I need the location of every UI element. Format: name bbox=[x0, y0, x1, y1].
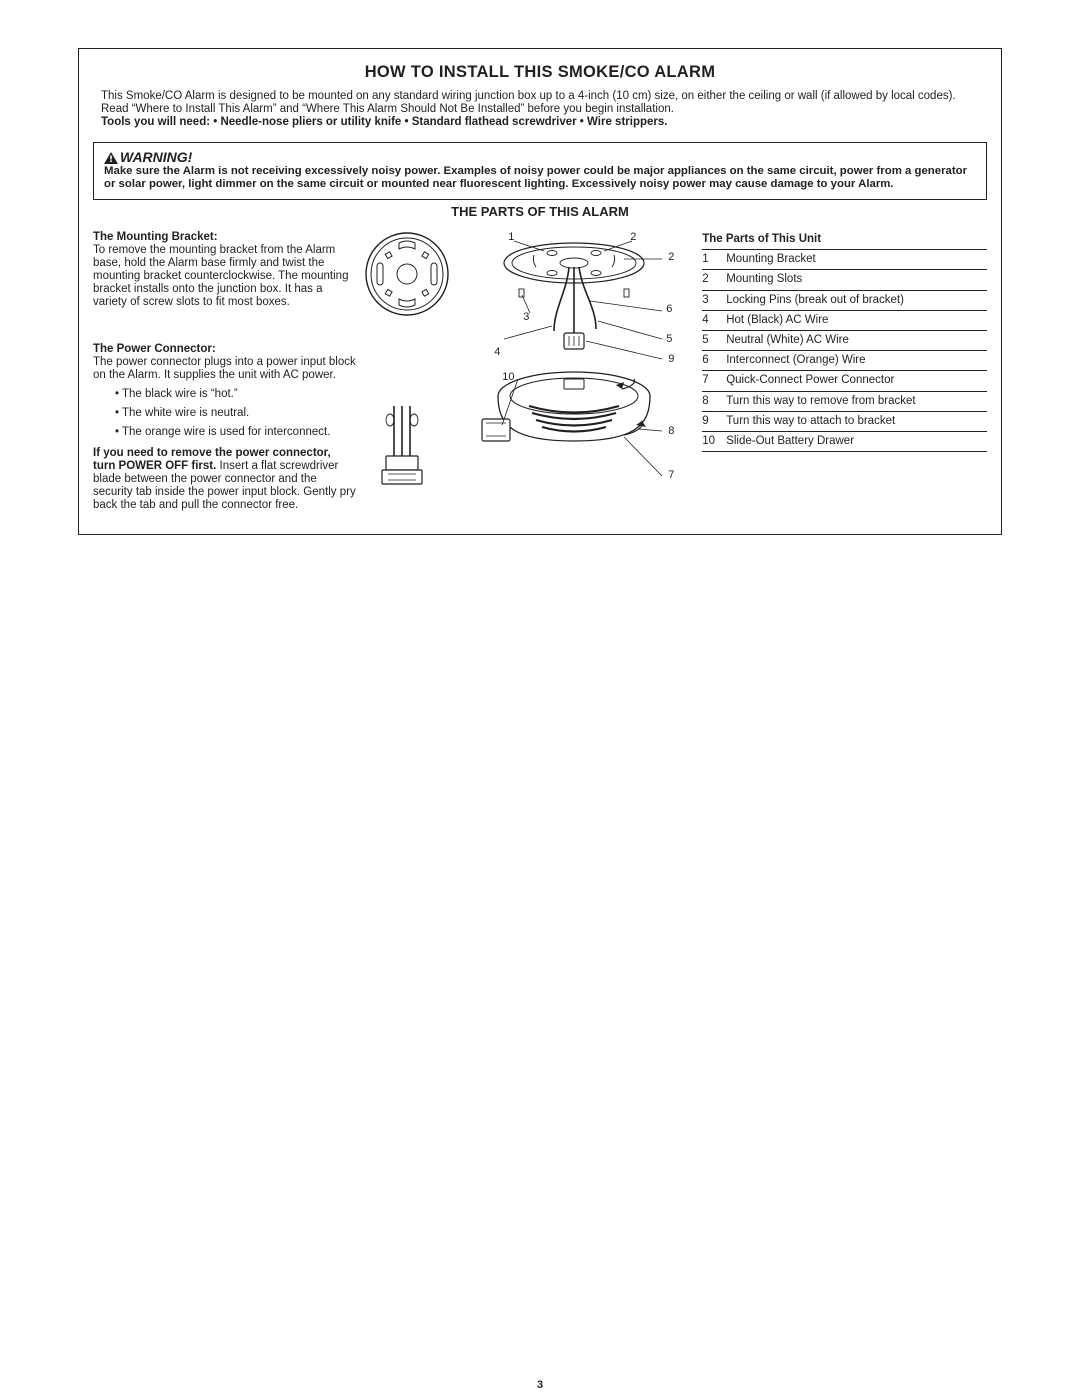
table-row: 10Slide-Out Battery Drawer bbox=[702, 432, 987, 452]
diagram-container: 1 2 2 3 4 5 6 9 8 7 10 bbox=[364, 231, 694, 491]
callout-2: 2 bbox=[630, 231, 636, 243]
row-label: Locking Pins (break out of bracket) bbox=[726, 294, 987, 307]
warning-head-text: WARNING! bbox=[120, 149, 192, 165]
row-label: Turn this way to attach to bracket bbox=[726, 415, 987, 428]
mounting-bracket-diagram bbox=[364, 231, 450, 317]
warning-heading: WARNING! bbox=[104, 149, 976, 165]
wire-item: The white wire is neutral. bbox=[115, 407, 356, 420]
row-num: 10 bbox=[702, 435, 726, 448]
callout-8: 8 bbox=[668, 425, 674, 437]
power-heading: The Power Connector: bbox=[93, 343, 216, 355]
callout-3: 3 bbox=[523, 311, 529, 323]
callout-10: 10 bbox=[502, 371, 514, 383]
callout-1: 1 bbox=[508, 231, 514, 243]
wire-item: The black wire is “hot.” bbox=[115, 388, 356, 401]
mount-para: To remove the mounting bracket from the … bbox=[93, 244, 348, 308]
row-num: 2 bbox=[702, 273, 726, 286]
callout-6: 6 bbox=[666, 303, 672, 315]
row-num: 7 bbox=[702, 374, 726, 387]
alarm-exploded-diagram bbox=[474, 231, 694, 489]
row-num: 8 bbox=[702, 395, 726, 408]
table-row: 6Interconnect (Orange) Wire bbox=[702, 351, 987, 371]
row-label: Hot (Black) AC Wire bbox=[726, 314, 987, 327]
wire-item: The orange wire is used for interconnect… bbox=[115, 426, 356, 439]
table-row: 9Turn this way to attach to bracket bbox=[702, 412, 987, 432]
row-label: Turn this way to remove from bracket bbox=[726, 395, 987, 408]
row-num: 1 bbox=[702, 253, 726, 266]
three-column-layout: The Mounting Bracket: To remove the moun… bbox=[79, 225, 1001, 534]
row-label: Mounting Bracket bbox=[726, 253, 987, 266]
callout-5: 5 bbox=[666, 333, 672, 345]
row-num: 3 bbox=[702, 294, 726, 307]
callout-9: 9 bbox=[668, 353, 674, 365]
parts-table: The Parts of This Unit 1Mounting Bracket… bbox=[702, 231, 987, 518]
row-num: 9 bbox=[702, 415, 726, 428]
table-heading: The Parts of This Unit bbox=[702, 233, 987, 250]
warning-box: WARNING! Make sure the Alarm is not rece… bbox=[93, 142, 987, 200]
row-label: Mounting Slots bbox=[726, 273, 987, 286]
table-row: 7Quick-Connect Power Connector bbox=[702, 371, 987, 391]
power-para: The power connector plugs into a power i… bbox=[93, 356, 356, 381]
warning-triangle-icon bbox=[104, 152, 118, 164]
callout-4: 4 bbox=[494, 346, 500, 358]
main-title: HOW TO INSTALL THIS SMOKE/CO ALARM bbox=[79, 49, 1001, 90]
warning-body: Make sure the Alarm is not receiving exc… bbox=[104, 165, 976, 191]
row-num: 5 bbox=[702, 334, 726, 347]
connector-diagram bbox=[374, 406, 446, 486]
table-row: 4Hot (Black) AC Wire bbox=[702, 311, 987, 331]
row-num: 4 bbox=[702, 314, 726, 327]
intro-text: This Smoke/CO Alarm is designed to be mo… bbox=[79, 90, 1001, 138]
parts-subtitle: THE PARTS OF THIS ALARM bbox=[79, 200, 1001, 225]
row-label: Quick-Connect Power Connector bbox=[726, 374, 987, 387]
table-row: 1Mounting Bracket bbox=[702, 250, 987, 270]
page-number: 3 bbox=[0, 1379, 1080, 1397]
page-frame: HOW TO INSTALL THIS SMOKE/CO ALARM This … bbox=[78, 48, 1002, 535]
row-label: Slide-Out Battery Drawer bbox=[726, 435, 987, 448]
left-column: The Mounting Bracket: To remove the moun… bbox=[93, 231, 356, 518]
callout-7: 7 bbox=[668, 469, 674, 481]
table-row: 5Neutral (White) AC Wire bbox=[702, 331, 987, 351]
intro-line: This Smoke/CO Alarm is designed to be mo… bbox=[101, 90, 956, 115]
table-row: 2Mounting Slots bbox=[702, 270, 987, 290]
callout-2b: 2 bbox=[668, 251, 674, 263]
table-row: 3Locking Pins (break out of bracket) bbox=[702, 291, 987, 311]
wire-list: The black wire is “hot.” The white wire … bbox=[93, 388, 356, 439]
table-row: 8Turn this way to remove from bracket bbox=[702, 392, 987, 412]
row-label: Neutral (White) AC Wire bbox=[726, 334, 987, 347]
tools-line: Tools you will need: • Needle-nose plier… bbox=[101, 116, 667, 128]
mount-heading: The Mounting Bracket: bbox=[93, 231, 218, 243]
middle-column: 1 2 2 3 4 5 6 9 8 7 10 bbox=[364, 231, 694, 518]
row-label: Interconnect (Orange) Wire bbox=[726, 354, 987, 367]
row-num: 6 bbox=[702, 354, 726, 367]
